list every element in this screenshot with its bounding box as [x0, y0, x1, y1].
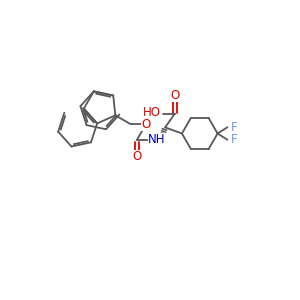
Text: F: F	[231, 121, 238, 134]
Text: NH: NH	[148, 133, 166, 146]
Text: F: F	[231, 133, 238, 146]
Text: HO: HO	[143, 106, 161, 119]
Text: O: O	[170, 89, 179, 102]
Text: O: O	[141, 118, 151, 131]
Text: O: O	[132, 150, 142, 163]
